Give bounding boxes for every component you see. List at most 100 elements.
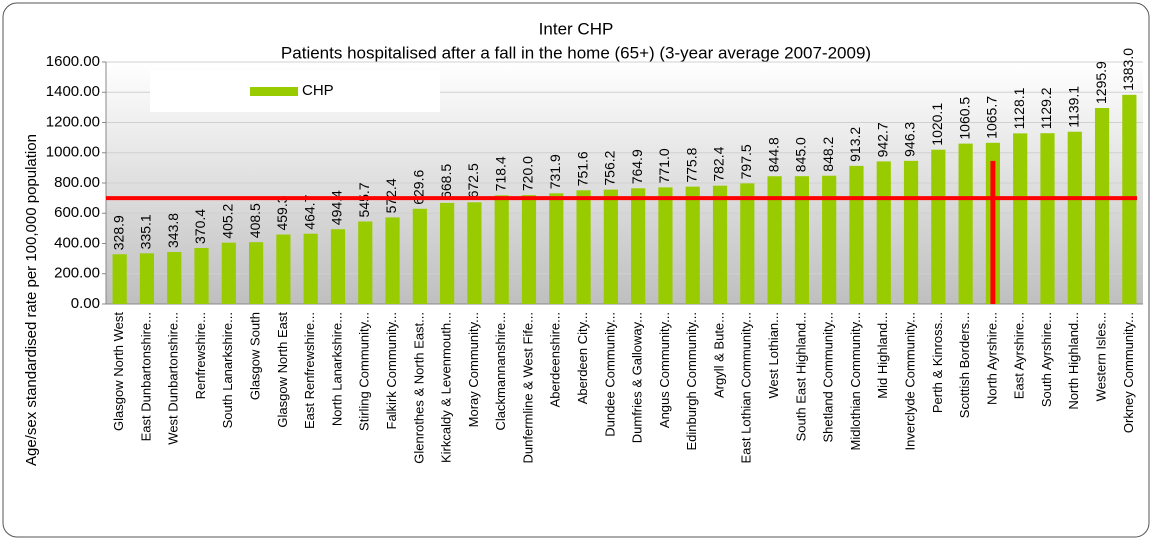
y-tick-label: 400.00 [54,234,100,251]
data-label: 775.8 [683,147,699,182]
y-axis-label: Age/sex standardised rate per 100,000 po… [23,134,40,466]
bar [712,185,728,304]
x-tick-label: Mid Highland... [875,312,890,399]
chart-title: Inter CHP [539,19,614,38]
bar [1067,131,1082,304]
bar [385,217,400,304]
data-label: 1383.0 [1120,48,1136,91]
bar [330,229,346,304]
x-tick-label: East Dunbartonshire... [138,312,153,441]
x-tick-label: West Dunbartonshire... [166,312,181,445]
x-tick-label: Dundee Community... [602,312,617,437]
y-tick-label: 800.00 [54,174,100,191]
data-label: 464.7 [301,194,317,229]
data-label: 720.0 [520,156,536,191]
data-label: 335.1 [138,214,154,249]
bar [549,193,564,304]
data-label: 844.8 [765,137,781,172]
x-tick-label: East Renfrewshire... [302,312,317,429]
x-tick-label: Shetland Community... [821,312,836,443]
x-tick-label: North Ayrshire... [984,312,999,405]
bar [521,195,537,304]
x-tick-label: Scottish Borders... [957,312,972,418]
bar [903,160,919,304]
data-label: 751.6 [574,151,590,186]
y-tick-label: 600.00 [54,204,100,221]
x-tick-label: Western Isles... [1094,312,1109,401]
bar [139,253,155,304]
y-tick-label: 1600.00 [46,53,100,70]
bar [1040,133,1055,304]
data-label: 756.2 [602,150,618,185]
x-tick-label: East Lothian Community... [739,312,754,464]
x-tick-label: South Lanarkshire... [220,312,235,428]
x-tick-label: Dunfermline & West Fife... [520,312,535,463]
chart-subtitle: Patients hospitalised after a fall in th… [281,43,871,62]
data-label: 1295.9 [1093,61,1109,104]
bar [740,183,755,304]
bar [194,247,209,304]
y-tick-label: 200.00 [54,265,100,282]
data-label: 1129.2 [1038,87,1054,129]
data-label: 797.5 [738,144,754,179]
data-label: 1128.1 [1011,87,1027,129]
bar [794,176,809,304]
y-tick-label: 1000.00 [46,144,100,161]
data-label: 1020.1 [929,103,945,146]
data-label: 1139.1 [1065,86,1081,128]
legend-label: CHP [302,82,334,99]
x-tick-label: Aberdeenshire... [548,312,563,407]
data-label: 764.9 [629,149,645,184]
x-tick-label: North Highland... [1066,312,1081,410]
y-tick-label: 1200.00 [46,113,100,130]
bar [467,202,482,304]
data-label: 942.7 [874,122,890,157]
data-label: 946.3 [902,122,918,157]
bar [576,190,591,304]
bar [767,176,782,304]
x-tick-label: Angus Community... [657,312,672,428]
data-label: 629.6 [411,170,427,205]
x-tick-label: Midlothian Community... [848,312,863,450]
x-tick-label: Orkney Community... [1121,312,1136,433]
data-label: 370.4 [192,209,208,244]
x-tick-label: Glasgow South [248,312,263,400]
x-tick-label: South Ayrshire... [1039,312,1054,407]
bar [685,186,700,304]
bar [958,143,973,304]
x-tick-label: Argyll & Bute... [711,312,726,398]
bar [276,234,291,304]
data-label: 572.4 [383,178,399,213]
data-label: 668.5 [438,164,454,199]
data-label: 731.9 [547,154,563,189]
x-tick-label: Stirling Community... [357,312,372,431]
data-label: 913.2 [847,127,863,162]
data-label: 459.3 [274,195,290,230]
x-tick-label: Falkirk Community... [384,312,399,430]
y-tick-label: 0.00 [71,295,100,312]
bar [603,189,618,304]
x-tick-label: Aberdeen City... [575,312,590,404]
x-tick-label: Glasgow North West [111,312,126,431]
x-tick-label: Dumfries & Galloway... [630,312,645,443]
data-label: 845.0 [793,137,809,172]
bar [931,149,946,304]
bar [1094,107,1110,305]
y-tick-label: 1400.00 [46,83,100,100]
bar [221,242,236,304]
bar [412,208,427,304]
data-label: 1060.5 [956,97,972,140]
bar [494,195,509,304]
bar [167,252,182,304]
x-tick-label: North Lanarkshire... [329,312,344,426]
data-label: 408.5 [247,203,263,238]
data-label: 405.2 [220,203,236,238]
bar [849,165,864,304]
data-label: 1065.7 [984,96,1000,139]
data-label: 494.4 [329,190,345,225]
legend-swatch [250,87,298,96]
bar [303,233,318,304]
bar [1013,133,1028,304]
data-label: 718.4 [492,156,508,191]
